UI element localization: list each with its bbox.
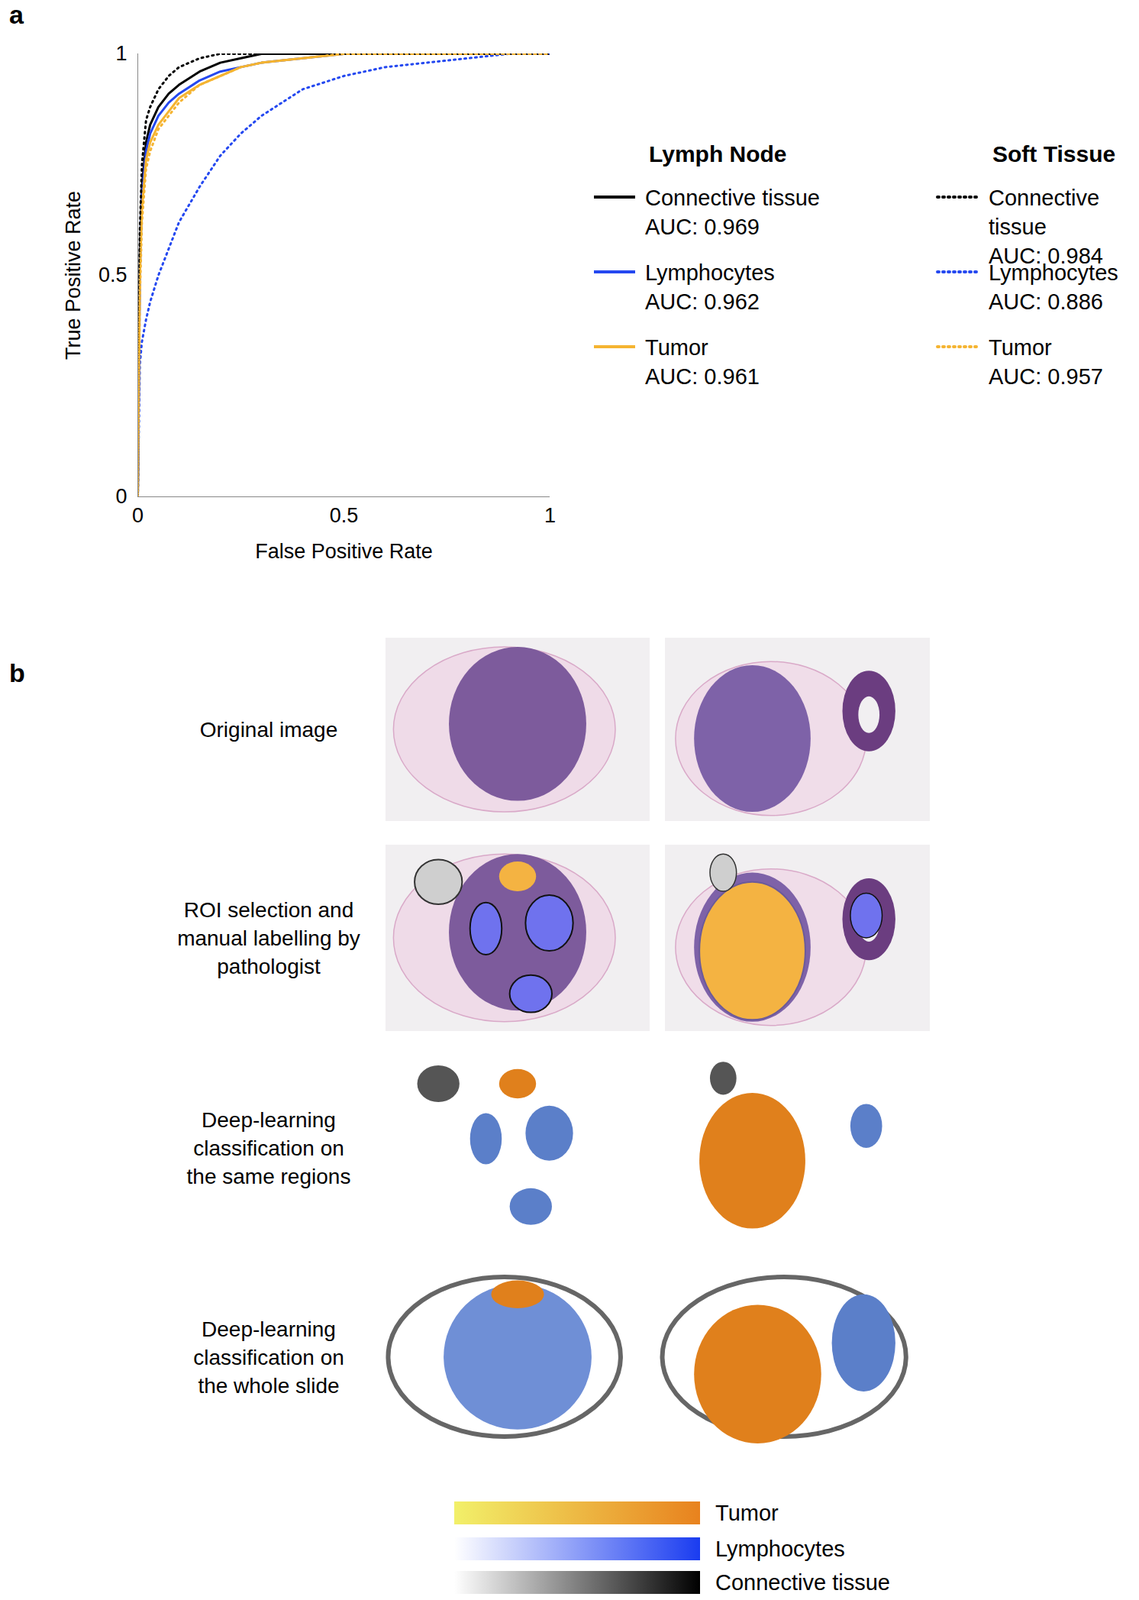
html-text:AUC: 0.886: AUC: 0.886 xyxy=(988,289,1104,314)
svg-text:pathologist: pathologist xyxy=(216,954,321,978)
svg-text:0.5: 0.5 xyxy=(329,503,359,527)
svg-text:Original image: Original image xyxy=(200,717,339,742)
html-text:AUC: 0.969: AUC: 0.969 xyxy=(645,214,760,239)
svg-text:classification on: classification on xyxy=(193,1135,345,1160)
svg-text:classification on: classification on xyxy=(193,1345,345,1369)
html-text:Tumor: Tumor xyxy=(988,335,1052,360)
html-text:Lymphocytes: Lymphocytes xyxy=(988,260,1119,285)
svg-text:Deep-learning: Deep-learning xyxy=(201,1316,336,1341)
svg-text:ROI selection and: ROI selection and xyxy=(183,897,355,922)
svg-text:Deep-learning: Deep-learning xyxy=(201,1107,336,1132)
svg-text:the whole slide: the whole slide xyxy=(197,1373,339,1398)
svg-text:Lymphocytes: Lymphocytes xyxy=(715,1535,846,1561)
svg-text:1: 1 xyxy=(115,41,127,65)
html-text:Connective tissue: Connective tissue xyxy=(645,185,820,210)
svg-text:the same regions: the same regions xyxy=(187,1164,352,1188)
html-text:Connective tissue: Connective tissue xyxy=(988,185,1100,239)
html-text:AUC: 0.961: AUC: 0.961 xyxy=(645,364,760,389)
svg-text:True Positive Rate: True Positive Rate xyxy=(61,190,85,360)
html-text:AUC: 0.962: AUC: 0.962 xyxy=(645,289,760,314)
html-text:AUC: 0.957: AUC: 0.957 xyxy=(988,364,1104,389)
svg-text:Connective tissue: Connective tissue xyxy=(715,1569,891,1594)
svg-text:0.5: 0.5 xyxy=(98,263,128,287)
html-text:Lymphocytes: Lymphocytes xyxy=(645,260,775,285)
html-text:AUC: 0.984: AUC: 0.984 xyxy=(988,243,1104,268)
svg-text:1: 1 xyxy=(544,503,556,527)
html-text:Tumor: Tumor xyxy=(645,335,709,360)
svg-text:False Positive Rate: False Positive Rate xyxy=(254,539,433,563)
svg-text:0: 0 xyxy=(132,503,144,527)
svg-text:Tumor: Tumor xyxy=(715,1500,779,1525)
svg-text:manual labelling by: manual labelling by xyxy=(177,926,361,950)
html-text:Soft Tissue: Soft Tissue xyxy=(992,141,1116,167)
svg-text:0: 0 xyxy=(115,484,127,508)
html-text:Lymph Node: Lymph Node xyxy=(648,141,787,167)
html-text:a: a xyxy=(9,0,24,30)
html-text:b: b xyxy=(9,658,26,688)
